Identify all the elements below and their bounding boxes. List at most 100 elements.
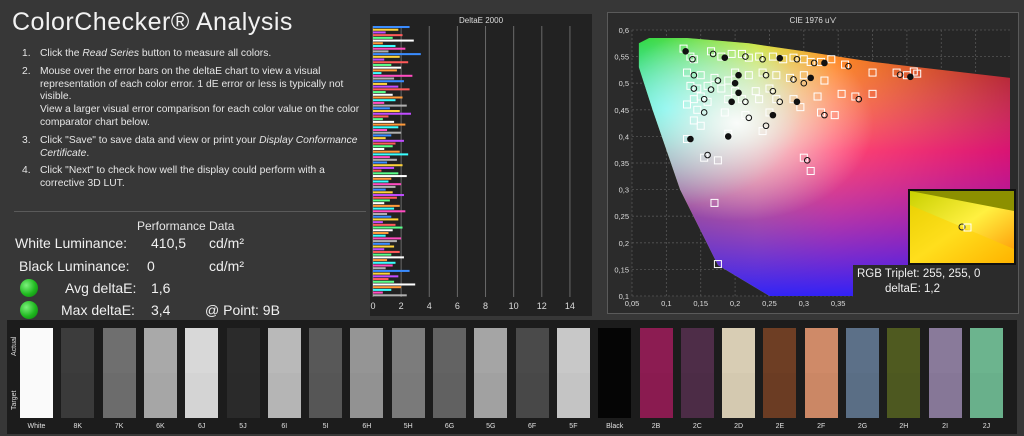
cie-target-point[interactable] [696,71,705,80]
deltae-bar[interactable] [373,145,393,148]
deltae-bar[interactable] [373,104,407,107]
deltae-bar[interactable] [373,42,383,45]
deltae-bar[interactable] [373,110,400,113]
cie-measured-point[interactable] [700,109,708,116]
deltae-bar[interactable] [373,107,390,110]
cie-target-point[interactable] [789,53,798,62]
cie-measured-point[interactable] [714,77,722,84]
color-patch-2g[interactable] [846,328,879,418]
deltae-bar[interactable] [373,150,400,153]
deltae-bar[interactable] [373,139,404,142]
cie-target-point[interactable] [713,260,722,269]
deltae-bar[interactable] [373,80,404,83]
cie-measured-point[interactable] [762,122,770,130]
color-patch-7k[interactable] [102,328,136,418]
deltae-bar[interactable] [373,229,393,232]
deltae-bar[interactable] [373,164,403,167]
cie-measured-point[interactable] [735,71,742,79]
deltae-bar[interactable] [373,245,395,248]
deltae-bar[interactable] [373,237,402,240]
deltae-bar[interactable] [373,137,386,140]
color-patch-6g[interactable] [433,328,466,418]
cie-target-point[interactable] [693,84,702,93]
cie-measured-point[interactable] [762,71,770,79]
deltae-bar[interactable] [373,172,399,175]
cie-target-point[interactable] [830,111,839,120]
deltae-bar[interactable] [373,153,409,156]
deltae-bar[interactable] [373,256,404,259]
cie-measured-point[interactable] [690,71,698,79]
cie-measured-point[interactable] [742,98,749,106]
deltae-bar[interactable] [373,194,404,197]
deltae-bar[interactable] [373,101,385,104]
deltae-bar[interactable] [373,53,421,56]
cie-measured-point[interactable] [810,59,818,67]
deltae-bar[interactable] [373,191,393,194]
deltae-bar[interactable] [373,185,396,188]
cie-target-point[interactable] [724,76,733,85]
cie-target-point[interactable] [713,156,722,165]
cie-target-point[interactable] [799,71,808,80]
deltae-bar[interactable] [373,267,386,270]
cie-measured-point[interactable] [689,55,696,63]
cie-measured-point[interactable] [728,98,735,106]
deltae-bar[interactable] [373,183,402,186]
cie-measured-point[interactable] [690,85,698,92]
cie-target-point[interactable] [806,57,815,66]
deltae-bar[interactable] [373,212,388,216]
deltae-bar[interactable] [373,166,395,169]
deltae-bar[interactable] [373,253,392,256]
cie-target-point[interactable] [682,68,691,77]
cie-measured-point[interactable] [709,50,717,58]
cie-measured-point[interactable] [769,111,777,119]
color-patch-5j[interactable] [226,328,260,418]
color-patch-6j[interactable] [185,328,219,418]
deltae-bar[interactable] [373,156,390,159]
cie-measured-point[interactable] [682,47,689,55]
deltae-bar[interactable] [373,58,385,61]
deltae-bar[interactable] [373,272,390,275]
deltae-bar[interactable] [373,74,413,77]
deltae-bar[interactable] [373,248,385,251]
deltae-bar[interactable] [373,96,403,99]
color-patch-5f[interactable] [556,328,590,418]
cie-target-point[interactable] [827,55,836,64]
color-patch-2h[interactable] [887,328,921,418]
cie-measured-point[interactable] [790,76,797,83]
deltae-bar[interactable] [373,202,385,205]
cie-measured-point[interactable] [776,98,784,106]
cie-measured-point[interactable] [821,111,828,119]
deltae-bar[interactable] [373,199,390,202]
cie-target-point[interactable] [913,69,922,78]
cie-target-point[interactable] [772,71,781,80]
cie-measured-point[interactable] [707,86,715,93]
deltae-bar[interactable] [373,91,386,94]
cie-measured-point[interactable] [807,74,814,82]
deltae-bar[interactable] [373,280,395,283]
deltae-bar[interactable] [373,234,386,237]
color-patch-white[interactable] [20,328,53,418]
deltae-bar[interactable] [373,286,402,289]
cie-target-point[interactable] [703,81,712,90]
cie-target-point[interactable] [786,73,795,82]
deltae-bar[interactable] [373,115,389,118]
cie-target-point[interactable] [868,89,877,98]
deltae-bar[interactable] [373,294,407,297]
deltae-bar[interactable] [373,188,386,191]
cie-target-point[interactable] [796,103,805,112]
cie-measured-point[interactable] [800,79,808,87]
deltae-bar[interactable] [373,142,396,145]
deltae-bar[interactable] [373,283,416,286]
color-patch-6f[interactable] [515,328,549,418]
deltae-bar[interactable] [373,215,392,218]
cie-target-point[interactable] [837,89,846,98]
deltae-bar[interactable] [373,28,399,31]
color-patch-2i[interactable] [928,328,962,418]
deltae-bar[interactable] [373,161,388,164]
deltae-bar[interactable] [373,196,397,199]
deltae-bar[interactable] [373,264,393,267]
cie-target-point[interactable] [813,92,822,101]
deltae-bar[interactable] [373,118,383,121]
deltae-bar[interactable] [373,44,396,48]
deltae-bar[interactable] [373,131,402,134]
